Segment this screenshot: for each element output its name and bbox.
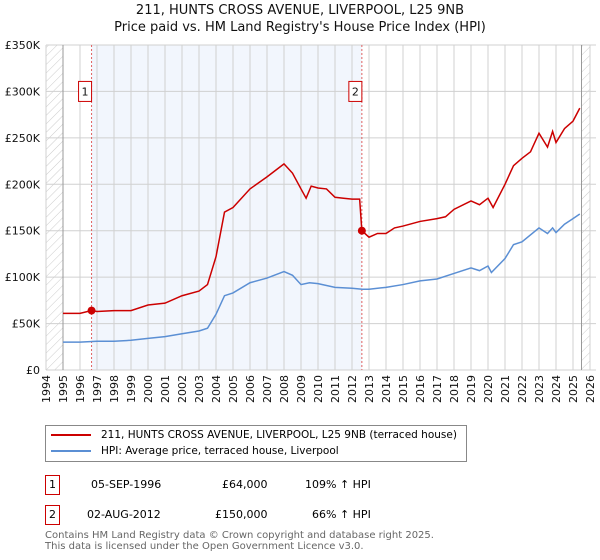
sale-marker-badge: 2: [45, 505, 60, 525]
chart-subtitle: Price paid vs. HM Land Registry's House …: [114, 20, 486, 35]
x-tick-label: 2020: [482, 375, 495, 403]
sale-marker-box: [348, 80, 363, 102]
legend-item-hpi: HPI: Average price, terraced house, Live…: [51, 445, 339, 457]
hatched-region: [46, 45, 63, 370]
x-tick-label: 2017: [431, 375, 444, 403]
x-tick-label: 2002: [176, 375, 189, 403]
x-tick-label: 1994: [40, 375, 53, 403]
x-tick-label: 1998: [108, 375, 121, 403]
x-tick-label: 2019: [465, 375, 478, 403]
hatched-region: [581, 45, 590, 370]
y-tick-label: £0: [26, 364, 40, 377]
x-tick-label: 2011: [329, 375, 342, 403]
legend-swatch-red: [51, 434, 91, 436]
x-tick-label: 2025: [567, 375, 580, 403]
x-tick-label: 2007: [261, 375, 274, 403]
x-tick-label: 2003: [193, 375, 206, 403]
x-tick-label: 2004: [210, 375, 223, 403]
y-tick-label: £300K: [5, 85, 41, 98]
sale-marker-badge: 1: [45, 475, 60, 495]
sale-hpi-change: 109% ↑ HPI: [305, 478, 371, 491]
y-tick-label: £150K: [5, 225, 41, 238]
x-tick-label: 2018: [448, 375, 461, 403]
x-tick-label: 2009: [295, 375, 308, 403]
chart-title: 211, HUNTS CROSS AVENUE, LIVERPOOL, L25 …: [135, 3, 465, 18]
x-tick-label: 2008: [278, 375, 291, 403]
x-tick-label: 2006: [244, 375, 257, 403]
legend-swatch-blue: [51, 450, 91, 452]
y-tick-label: £200K: [5, 178, 41, 191]
sale-hpi-change: 66% ↑ HPI: [312, 508, 371, 521]
x-tick-label: 2026: [584, 375, 597, 403]
plot-area: 1994 1995 1996 1997 1998 1999 2000 2001 2002 2003…: [5, 39, 597, 403]
x-tick-label: 2014: [380, 375, 393, 403]
x-tick-label: 2023: [533, 375, 546, 403]
x-tick-label: 2010: [312, 375, 325, 403]
footer-line: This data is licensed under the Open Gov…: [45, 541, 364, 552]
sale-row: 1 05-SEP-1996 £64,000 109% ↑ HPI: [45, 475, 445, 495]
x-tick-label: 2013: [363, 375, 376, 403]
x-tick-label: 2024: [550, 375, 563, 403]
y-tick-label: £50K: [12, 318, 41, 331]
x-tick-label: 2016: [414, 375, 427, 403]
shaded-period: [91, 45, 362, 370]
y-tick-label: £250K: [5, 132, 41, 145]
property-series-line: [63, 107, 581, 315]
sale-date: 02-AUG-2012: [87, 508, 161, 521]
sale-marker-label: 2: [352, 85, 359, 98]
footer-line: Contains HM Land Registry data © Crown c…: [45, 530, 434, 541]
legend: 211, HUNTS CROSS AVENUE, LIVERPOOL, L25 …: [45, 425, 467, 462]
hpi-series-line: [63, 213, 581, 343]
x-tick-label: 2015: [397, 375, 410, 403]
x-tick-label: 1999: [125, 375, 138, 403]
sale-date: 05-SEP-1996: [91, 478, 162, 491]
sale-marker-box: [78, 80, 93, 102]
legend-label: HPI: Average price, terraced house, Live…: [101, 445, 339, 457]
sale-marker-label: 1: [82, 85, 89, 98]
x-tick-label: 2022: [516, 375, 529, 403]
x-tick-label: 1996: [74, 375, 87, 403]
x-tick-label: 1995: [57, 375, 70, 403]
x-tick-label: 2000: [142, 375, 155, 403]
legend-label: 211, HUNTS CROSS AVENUE, LIVERPOOL, L25 …: [101, 429, 457, 441]
legend-item-property: 211, HUNTS CROSS AVENUE, LIVERPOOL, L25 …: [51, 429, 457, 441]
x-tick-label: 2012: [346, 375, 359, 403]
sale-point: [87, 306, 96, 315]
sale-price: £64,000: [222, 478, 268, 491]
x-tick-label: 1997: [91, 375, 104, 403]
footer: Contains HM Land Registry data © Crown c…: [45, 530, 434, 552]
sale-point: [357, 226, 366, 235]
x-tick-label: 2021: [499, 375, 512, 403]
y-tick-label: £100K: [5, 271, 41, 284]
sale-price: £150,000: [215, 508, 268, 521]
y-tick-label: £350K: [5, 39, 41, 52]
x-tick-label: 2001: [159, 375, 172, 403]
sale-row: 2 02-AUG-2012 £150,000 66% ↑ HPI: [45, 505, 445, 525]
x-tick-label: 2005: [227, 375, 240, 403]
